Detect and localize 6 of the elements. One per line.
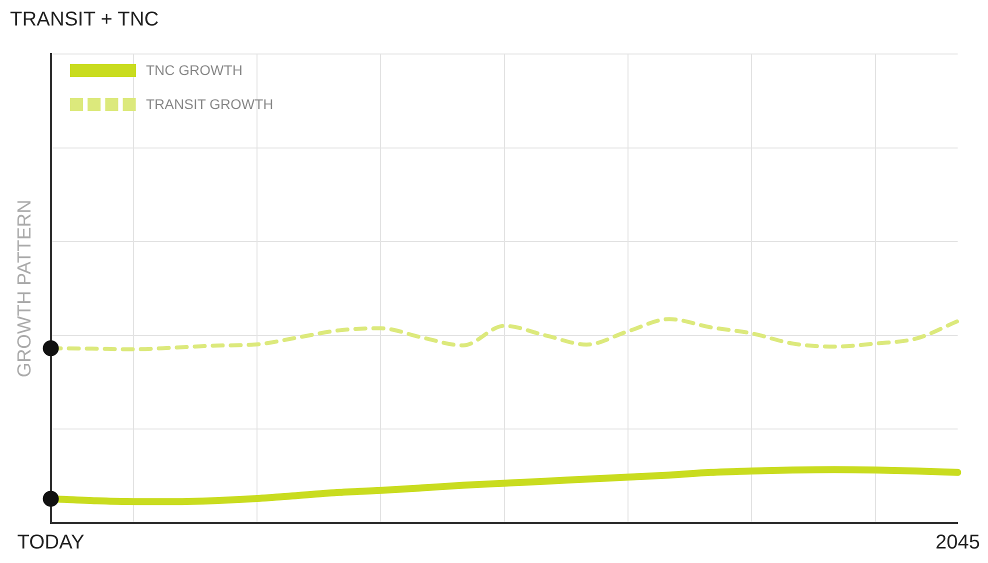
x-tick-label: TODAY xyxy=(17,532,84,554)
legend-label: TRANSIT GROWTH xyxy=(146,96,274,112)
y-axis-title: GROWTH PATTERN xyxy=(14,200,36,378)
x-tick-label: 2045 xyxy=(936,532,980,554)
chart-title: TRANSIT + TNC xyxy=(10,8,159,31)
legend-label: TNC GROWTH xyxy=(146,62,242,78)
